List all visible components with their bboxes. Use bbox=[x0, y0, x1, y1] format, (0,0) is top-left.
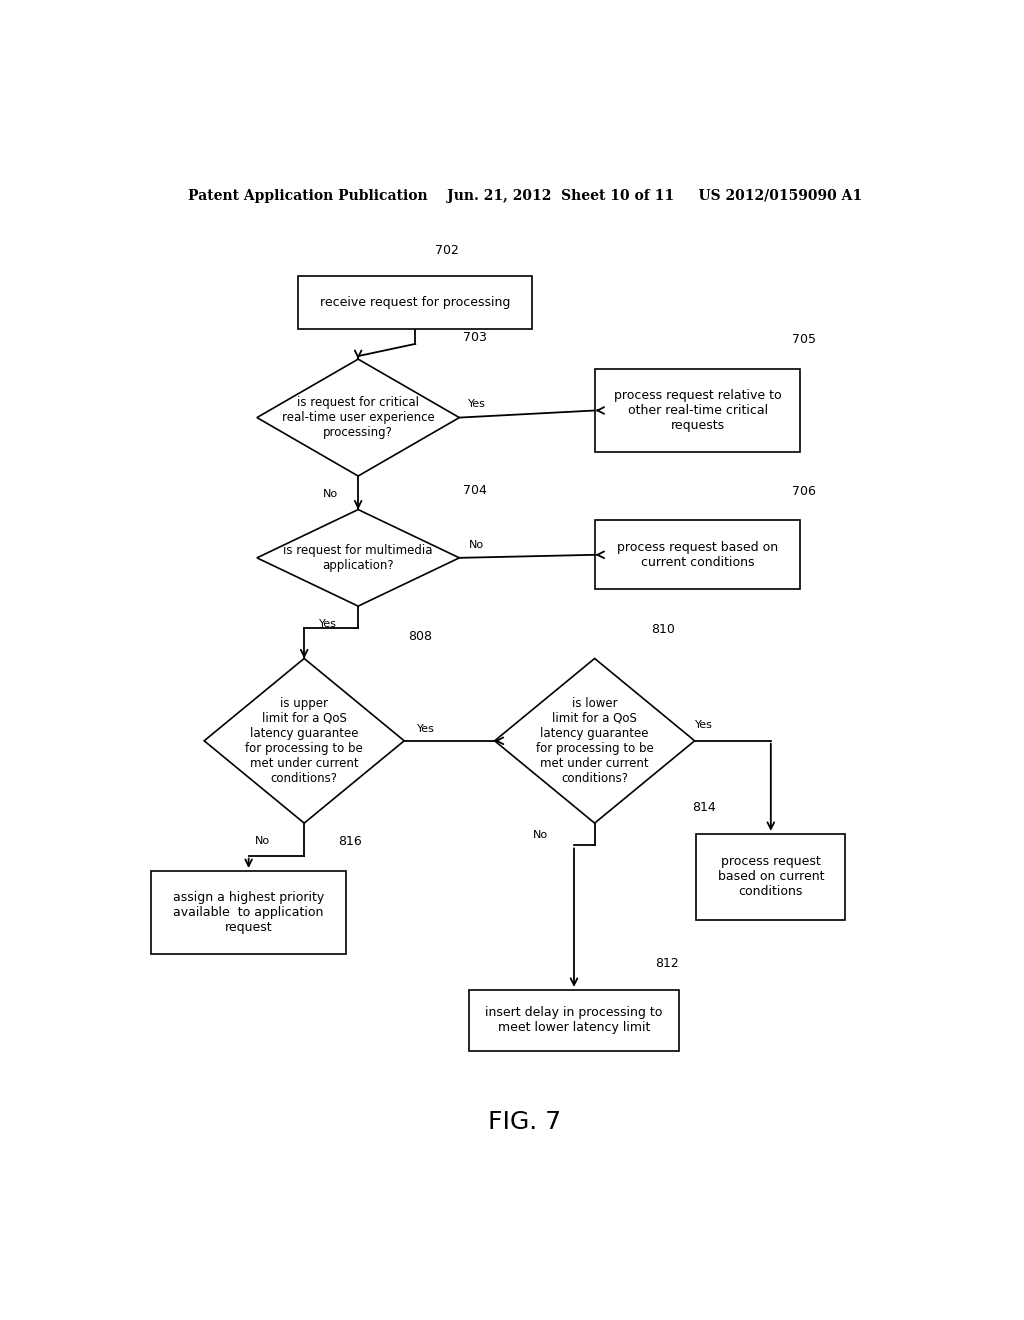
Text: No: No bbox=[323, 490, 338, 499]
Text: No: No bbox=[469, 540, 484, 549]
Text: is request for multimedia
application?: is request for multimedia application? bbox=[284, 544, 433, 572]
Text: No: No bbox=[534, 830, 548, 841]
Text: is request for critical
real-time user experience
processing?: is request for critical real-time user e… bbox=[282, 396, 434, 440]
Text: 703: 703 bbox=[463, 331, 487, 343]
Text: is lower
limit for a QoS
latency guarantee
for processing to be
met under curren: is lower limit for a QoS latency guarant… bbox=[536, 697, 653, 785]
Text: No: No bbox=[255, 837, 270, 846]
Text: 704: 704 bbox=[463, 484, 487, 498]
Text: Yes: Yes bbox=[319, 619, 337, 630]
Text: 816: 816 bbox=[338, 836, 361, 849]
Text: FIG. 7: FIG. 7 bbox=[488, 1110, 561, 1134]
FancyBboxPatch shape bbox=[298, 276, 532, 329]
Text: process request relative to
other real-time critical
requests: process request relative to other real-t… bbox=[614, 389, 781, 432]
Text: 702: 702 bbox=[435, 244, 459, 257]
FancyBboxPatch shape bbox=[469, 990, 679, 1051]
Text: Yes: Yes bbox=[418, 723, 435, 734]
Text: process request
based on current
conditions: process request based on current conditi… bbox=[718, 855, 824, 899]
Text: Yes: Yes bbox=[695, 719, 713, 730]
FancyBboxPatch shape bbox=[696, 834, 846, 920]
Polygon shape bbox=[495, 659, 694, 824]
Text: 814: 814 bbox=[692, 801, 716, 814]
Text: 808: 808 bbox=[409, 630, 432, 643]
FancyBboxPatch shape bbox=[595, 520, 800, 589]
Polygon shape bbox=[257, 359, 460, 477]
Text: 705: 705 bbox=[793, 334, 816, 346]
Text: receive request for processing: receive request for processing bbox=[321, 296, 511, 309]
Text: insert delay in processing to
meet lower latency limit: insert delay in processing to meet lower… bbox=[485, 1006, 663, 1035]
Text: 810: 810 bbox=[651, 623, 675, 636]
FancyBboxPatch shape bbox=[595, 368, 800, 453]
Polygon shape bbox=[204, 659, 404, 824]
Text: is upper
limit for a QoS
latency guarantee
for processing to be
met under curren: is upper limit for a QoS latency guarant… bbox=[246, 697, 364, 785]
Text: process request based on
current conditions: process request based on current conditi… bbox=[617, 541, 778, 569]
Text: Yes: Yes bbox=[468, 400, 485, 409]
Text: 812: 812 bbox=[655, 957, 679, 970]
Text: assign a highest priority
available  to application
request: assign a highest priority available to a… bbox=[173, 891, 325, 935]
FancyBboxPatch shape bbox=[152, 871, 346, 954]
Text: Patent Application Publication    Jun. 21, 2012  Sheet 10 of 11     US 2012/0159: Patent Application Publication Jun. 21, … bbox=[187, 189, 862, 203]
Polygon shape bbox=[257, 510, 460, 606]
Text: 706: 706 bbox=[793, 484, 816, 498]
